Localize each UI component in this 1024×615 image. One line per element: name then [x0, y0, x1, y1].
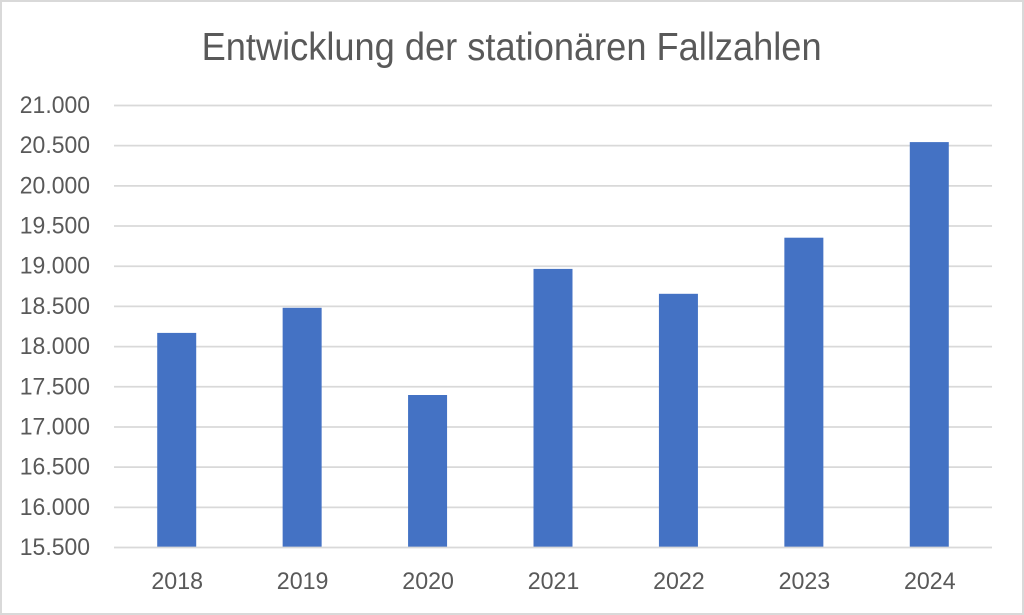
svg-text:16.500: 16.500	[20, 454, 90, 481]
svg-text:2022: 2022	[653, 568, 705, 595]
svg-text:2020: 2020	[402, 568, 454, 595]
svg-text:2023: 2023	[779, 568, 831, 595]
svg-text:Entwicklung der stationären Fa: Entwicklung der stationären Fallzahlen	[202, 26, 822, 69]
svg-text:16.000: 16.000	[20, 494, 90, 521]
svg-text:19.500: 19.500	[20, 213, 90, 240]
svg-text:2018: 2018	[151, 568, 203, 595]
svg-text:15.500: 15.500	[20, 534, 90, 561]
svg-text:20.500: 20.500	[20, 132, 90, 159]
svg-text:19.000: 19.000	[20, 253, 90, 280]
svg-text:2019: 2019	[277, 568, 329, 595]
svg-text:20.000: 20.000	[20, 172, 90, 199]
svg-text:17.500: 17.500	[20, 373, 90, 400]
svg-text:2024: 2024	[904, 568, 956, 595]
svg-text:18.000: 18.000	[20, 333, 90, 360]
svg-text:18.500: 18.500	[20, 293, 90, 320]
svg-text:17.000: 17.000	[20, 414, 90, 441]
svg-text:2021: 2021	[528, 568, 580, 595]
svg-text:21.000: 21.000	[20, 92, 90, 119]
